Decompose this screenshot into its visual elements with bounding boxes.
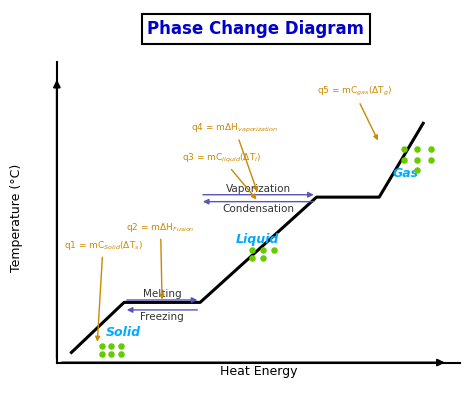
Text: Vaporization: Vaporization <box>226 184 291 194</box>
Text: Temperature (°C): Temperature (°C) <box>10 164 23 272</box>
Point <box>118 351 125 358</box>
Text: q3 = mC$_{liquid}$(ΔT$_l$): q3 = mC$_{liquid}$(ΔT$_l$) <box>182 152 262 198</box>
Text: Liquid: Liquid <box>236 233 279 246</box>
Point <box>413 167 421 173</box>
Point <box>413 146 421 152</box>
Text: q5 = mC$_{gas}$(ΔT$_g$): q5 = mC$_{gas}$(ΔT$_g$) <box>317 85 392 139</box>
Text: q1 = mC$_{Solid}$(ΔT$_s$): q1 = mC$_{Solid}$(ΔT$_s$) <box>64 239 143 340</box>
Text: Melting: Melting <box>143 289 182 299</box>
Text: Gas: Gas <box>392 166 419 180</box>
Text: Freezing: Freezing <box>140 312 184 322</box>
Point <box>98 343 105 349</box>
Point <box>248 255 255 261</box>
Point <box>248 246 255 253</box>
Point <box>98 351 105 358</box>
Point <box>259 255 266 261</box>
Text: Condensation: Condensation <box>222 204 294 213</box>
Text: q4 = mΔH$_{vaporization}$: q4 = mΔH$_{vaporization}$ <box>191 122 278 191</box>
Point <box>427 146 435 152</box>
Point <box>427 156 435 163</box>
Point <box>259 246 266 253</box>
Point <box>118 343 125 349</box>
X-axis label: Heat Energy: Heat Energy <box>219 365 297 378</box>
Point <box>400 156 408 163</box>
Point <box>108 351 115 358</box>
Point <box>270 246 278 253</box>
Text: q2 = mΔH$_{Fusion}$: q2 = mΔH$_{Fusion}$ <box>126 221 195 298</box>
Point <box>400 146 408 152</box>
Text: Solid: Solid <box>106 326 141 339</box>
Point <box>108 343 115 349</box>
Text: Phase Change Diagram: Phase Change Diagram <box>147 20 365 38</box>
Point <box>413 156 421 163</box>
